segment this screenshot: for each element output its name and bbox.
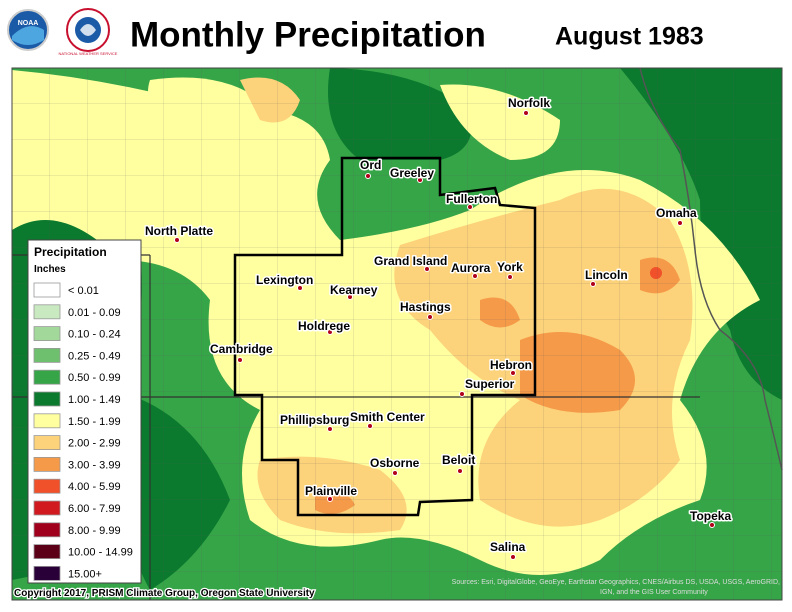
city-label: Ord bbox=[360, 158, 381, 172]
city-label: Smith Center bbox=[350, 410, 425, 424]
legend-label: 4.00 - 5.99 bbox=[68, 481, 121, 493]
city-label: Holdrege bbox=[298, 319, 350, 333]
city-label: Plainville bbox=[305, 484, 357, 498]
city-dot bbox=[459, 391, 465, 397]
legend-label: 1.00 - 1.49 bbox=[68, 394, 121, 406]
city-dot bbox=[467, 204, 473, 210]
legend-label: 10.00 - 14.99 bbox=[68, 547, 133, 559]
logo-text: NOAA bbox=[18, 20, 39, 27]
city-dot bbox=[237, 357, 243, 363]
logo-text: NATIONAL WEATHER SERVICE bbox=[59, 51, 118, 56]
legend-label: 15.00+ bbox=[68, 568, 102, 580]
city-label: Topeka bbox=[690, 509, 731, 523]
city-dot bbox=[510, 554, 516, 560]
city-dot bbox=[365, 173, 371, 179]
legend-label: 0.01 - 0.09 bbox=[68, 307, 121, 319]
city-dot bbox=[417, 177, 423, 183]
legend-label: 8.00 - 9.99 bbox=[68, 525, 121, 537]
city-dot bbox=[507, 274, 513, 280]
city-label: Superior bbox=[465, 377, 515, 391]
city-dot bbox=[327, 426, 333, 432]
legend-swatch bbox=[33, 391, 61, 407]
city-dot bbox=[472, 273, 478, 279]
legend-label: 0.10 - 0.24 bbox=[68, 329, 121, 341]
legend-swatch bbox=[33, 347, 61, 363]
city-label: Hebron bbox=[490, 358, 532, 372]
city-dot bbox=[677, 220, 683, 226]
city-dot bbox=[709, 522, 715, 528]
city-label: Salina bbox=[490, 540, 526, 554]
legend-swatch bbox=[33, 522, 61, 538]
city-label: York bbox=[497, 260, 523, 274]
legend-swatch bbox=[33, 544, 61, 559]
city-label: Greeley bbox=[390, 166, 434, 180]
legend-swatch bbox=[33, 326, 61, 342]
city-dot bbox=[392, 470, 398, 476]
city-label: Beloit bbox=[442, 453, 475, 467]
legend-swatch bbox=[33, 435, 61, 451]
city-label: Hastings bbox=[400, 300, 451, 314]
legend-swatch bbox=[33, 478, 61, 494]
city-dot bbox=[347, 294, 353, 300]
legend-label: 3.00 - 3.99 bbox=[68, 459, 121, 471]
legend-swatch bbox=[33, 304, 61, 320]
city-dot bbox=[297, 285, 303, 291]
legend-label: 2.00 - 2.99 bbox=[68, 438, 121, 450]
city-label: Norfolk bbox=[508, 96, 550, 110]
city-label: Omaha bbox=[656, 206, 697, 220]
legend-label: 0.50 - 0.99 bbox=[68, 372, 121, 384]
city-label: Aurora bbox=[451, 261, 491, 275]
legend-label: 6.00 - 7.99 bbox=[68, 503, 121, 515]
legend-label: 0.25 - 0.49 bbox=[68, 350, 121, 362]
city-dot bbox=[427, 314, 433, 320]
legend: Precipitation Inches < 0.01 0.01 - 0.09 0.… bbox=[27, 239, 142, 584]
copyright: Copyright 2017, PRISM Climate Group, Ore… bbox=[14, 588, 315, 599]
city-label: Phillipsburg bbox=[280, 413, 349, 427]
sources: IGN, and the GIS User Community bbox=[600, 589, 708, 596]
nws-logo: NATIONAL WEATHER SERVICE bbox=[59, 8, 118, 56]
legend-swatch bbox=[33, 282, 61, 298]
map-frame bbox=[11, 67, 783, 601]
legend-title: Precipitation bbox=[34, 245, 107, 259]
city-label: Kearney bbox=[330, 283, 378, 297]
city-dot bbox=[590, 281, 596, 287]
legend-swatch bbox=[33, 566, 61, 581]
city-label: Fullerton bbox=[446, 192, 497, 206]
city-label: Cambridge bbox=[210, 342, 273, 356]
legend-label: < 0.01 bbox=[68, 285, 99, 297]
city-dot bbox=[327, 496, 333, 502]
region-boundary bbox=[233, 156, 537, 517]
sources: Sources: Esri, DigitalGlobe, GeoEye, Ear… bbox=[452, 579, 780, 586]
city-dot bbox=[327, 329, 333, 335]
legend-swatch bbox=[33, 500, 61, 516]
city-label: Grand Island bbox=[374, 254, 447, 268]
noaa-logo: NOAA bbox=[7, 9, 49, 51]
city-dot bbox=[367, 423, 373, 429]
city-dot bbox=[424, 266, 430, 272]
legend-swatch bbox=[33, 369, 61, 385]
city-label: Osborne bbox=[370, 456, 420, 470]
city-dot bbox=[510, 370, 516, 376]
title: Monthly Precipitation bbox=[130, 15, 486, 54]
city-dot bbox=[457, 468, 463, 474]
legend-swatch bbox=[33, 413, 61, 429]
legend-units: Inches bbox=[34, 264, 66, 275]
legend-label: 1.50 - 1.99 bbox=[68, 416, 121, 428]
city-label: North Platte bbox=[145, 224, 213, 238]
cities: North Platte Ord Greeley Fullerton Norfo… bbox=[144, 95, 733, 560]
city-label: Lincoln bbox=[585, 268, 628, 282]
city-label: Lexington bbox=[256, 273, 313, 287]
date: August 1983 bbox=[555, 23, 704, 51]
city-dot bbox=[174, 237, 180, 243]
city-dot bbox=[523, 110, 529, 116]
legend-swatch bbox=[33, 456, 61, 472]
